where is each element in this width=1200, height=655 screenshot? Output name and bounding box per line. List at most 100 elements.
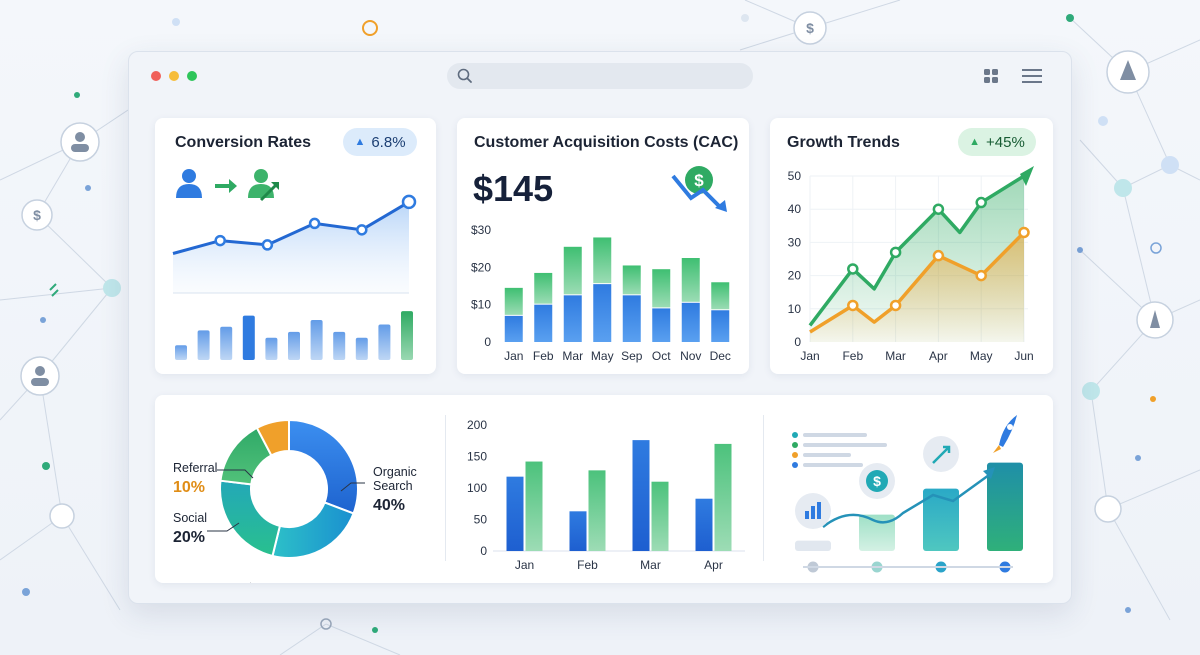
mini-bar	[265, 337, 278, 360]
step-bar	[987, 462, 1023, 551]
minimize-window-button[interactable]	[169, 71, 179, 81]
bar	[569, 511, 587, 551]
close-window-button[interactable]	[151, 71, 161, 81]
y-tick-label: 40	[788, 202, 802, 216]
social-label-pct: 20%	[173, 529, 205, 546]
y-tick-label: 0	[480, 544, 487, 558]
grid-icon[interactable]	[983, 68, 999, 84]
series-point	[932, 249, 945, 262]
y-tick-label: 150	[467, 450, 487, 464]
y-tick-label: $20	[471, 260, 491, 274]
conversion-line	[172, 200, 410, 255]
x-tick-label: Apr	[704, 558, 723, 572]
conversion-rates-card: Conversion Rates ▲ 6.8%	[155, 118, 436, 374]
growth-arrow-icon	[932, 445, 951, 464]
svg-text:$: $	[694, 171, 704, 190]
social-label-name: Social	[173, 511, 207, 525]
x-tick-label: Jan	[504, 349, 523, 363]
growth-badge: ▲ +45%	[958, 128, 1036, 156]
series-point	[975, 196, 987, 209]
bar-segment	[681, 258, 700, 302]
mini-bar	[175, 345, 187, 360]
svg-text:$: $	[33, 207, 41, 223]
bar	[651, 481, 669, 551]
legend-line	[803, 453, 851, 457]
bar-segment	[622, 295, 641, 342]
legend-dot	[792, 452, 798, 458]
cac-card: Customer Acquisition Costs (CAC) $145 $ …	[457, 118, 749, 374]
bar	[632, 440, 650, 551]
arrow-head	[1020, 166, 1034, 186]
donut-slice	[219, 479, 282, 558]
mini-chart-bar	[811, 506, 815, 519]
y-tick-label: 20	[788, 269, 802, 283]
x-tick-label: Mar	[640, 558, 661, 572]
leader-line	[207, 522, 240, 532]
badge-value: 6.8%	[371, 133, 406, 151]
mini-chart-bar	[817, 502, 821, 519]
series-point	[889, 299, 902, 312]
mini-bar	[310, 320, 323, 360]
card-title: Growth Trends	[787, 134, 900, 151]
maximize-window-button[interactable]	[187, 71, 197, 81]
x-tick-label: Nov	[680, 349, 701, 363]
search-icon	[457, 68, 472, 83]
monthly-bar-chart: 0 50 100 150 200 Jan Feb Mar Apr	[467, 418, 745, 572]
y-tick-label: 0	[484, 335, 491, 349]
donut-slice	[288, 418, 359, 515]
menu-icon[interactable]	[1021, 68, 1043, 84]
x-tick-label: Feb	[533, 349, 554, 363]
x-tick-label: Dec	[710, 349, 731, 363]
legend-dot	[792, 432, 798, 438]
series-point	[847, 299, 859, 312]
bar-segment	[534, 272, 553, 304]
y-tick-label: 100	[467, 481, 487, 495]
badge-value: +45%	[986, 133, 1025, 151]
series-point	[932, 203, 945, 215]
x-tick-label: Jan	[515, 558, 534, 572]
legend-line	[803, 463, 863, 467]
bar-segment	[652, 269, 671, 308]
bar-segment	[534, 304, 553, 342]
mini-bar	[220, 326, 233, 360]
x-tick-label: Mar	[885, 349, 906, 363]
line-point	[308, 217, 321, 230]
x-tick-label: Feb	[577, 558, 598, 572]
line-point	[261, 239, 274, 251]
bar	[525, 461, 543, 551]
mini-bar	[197, 330, 210, 360]
line-point	[356, 224, 368, 236]
bar-segment	[563, 246, 582, 295]
y-tick-label: 0	[794, 335, 801, 349]
x-tick-label: Jun	[1014, 349, 1033, 363]
rocket-icon	[999, 415, 1017, 447]
mini-bar	[378, 324, 391, 360]
y-tick-label: 10	[788, 302, 802, 316]
bar-segment	[593, 237, 612, 284]
donut-slice	[271, 501, 355, 559]
line-point	[401, 194, 417, 210]
series-point	[975, 269, 987, 282]
series-point	[889, 246, 902, 259]
growth-steps-illustration: $	[792, 415, 1023, 573]
bar-segment	[681, 302, 700, 342]
x-tick-label: Jan	[800, 349, 819, 363]
y-tick-label: $30	[471, 223, 491, 237]
referral-label-name: Referral	[173, 461, 217, 475]
organic-search-label-pct: 40%	[373, 497, 405, 514]
window-titlebar	[129, 52, 1071, 102]
trend-line	[822, 473, 990, 528]
leader-line	[217, 469, 254, 479]
bar-segment	[711, 310, 730, 342]
leader-line	[340, 482, 365, 492]
y-tick-label: 50	[474, 513, 488, 527]
svg-text:$: $	[806, 20, 814, 36]
bar	[588, 470, 606, 551]
search-input[interactable]	[447, 63, 753, 89]
y-tick-label: $10	[471, 298, 491, 312]
x-tick-label: Sep	[621, 349, 643, 363]
growth-line-chart: 0 10 20 30 40 50 Jan Feb Mar Apr May Jun	[788, 166, 1034, 363]
mini-bar	[401, 311, 413, 360]
referral-label-pct: 10%	[173, 479, 205, 496]
